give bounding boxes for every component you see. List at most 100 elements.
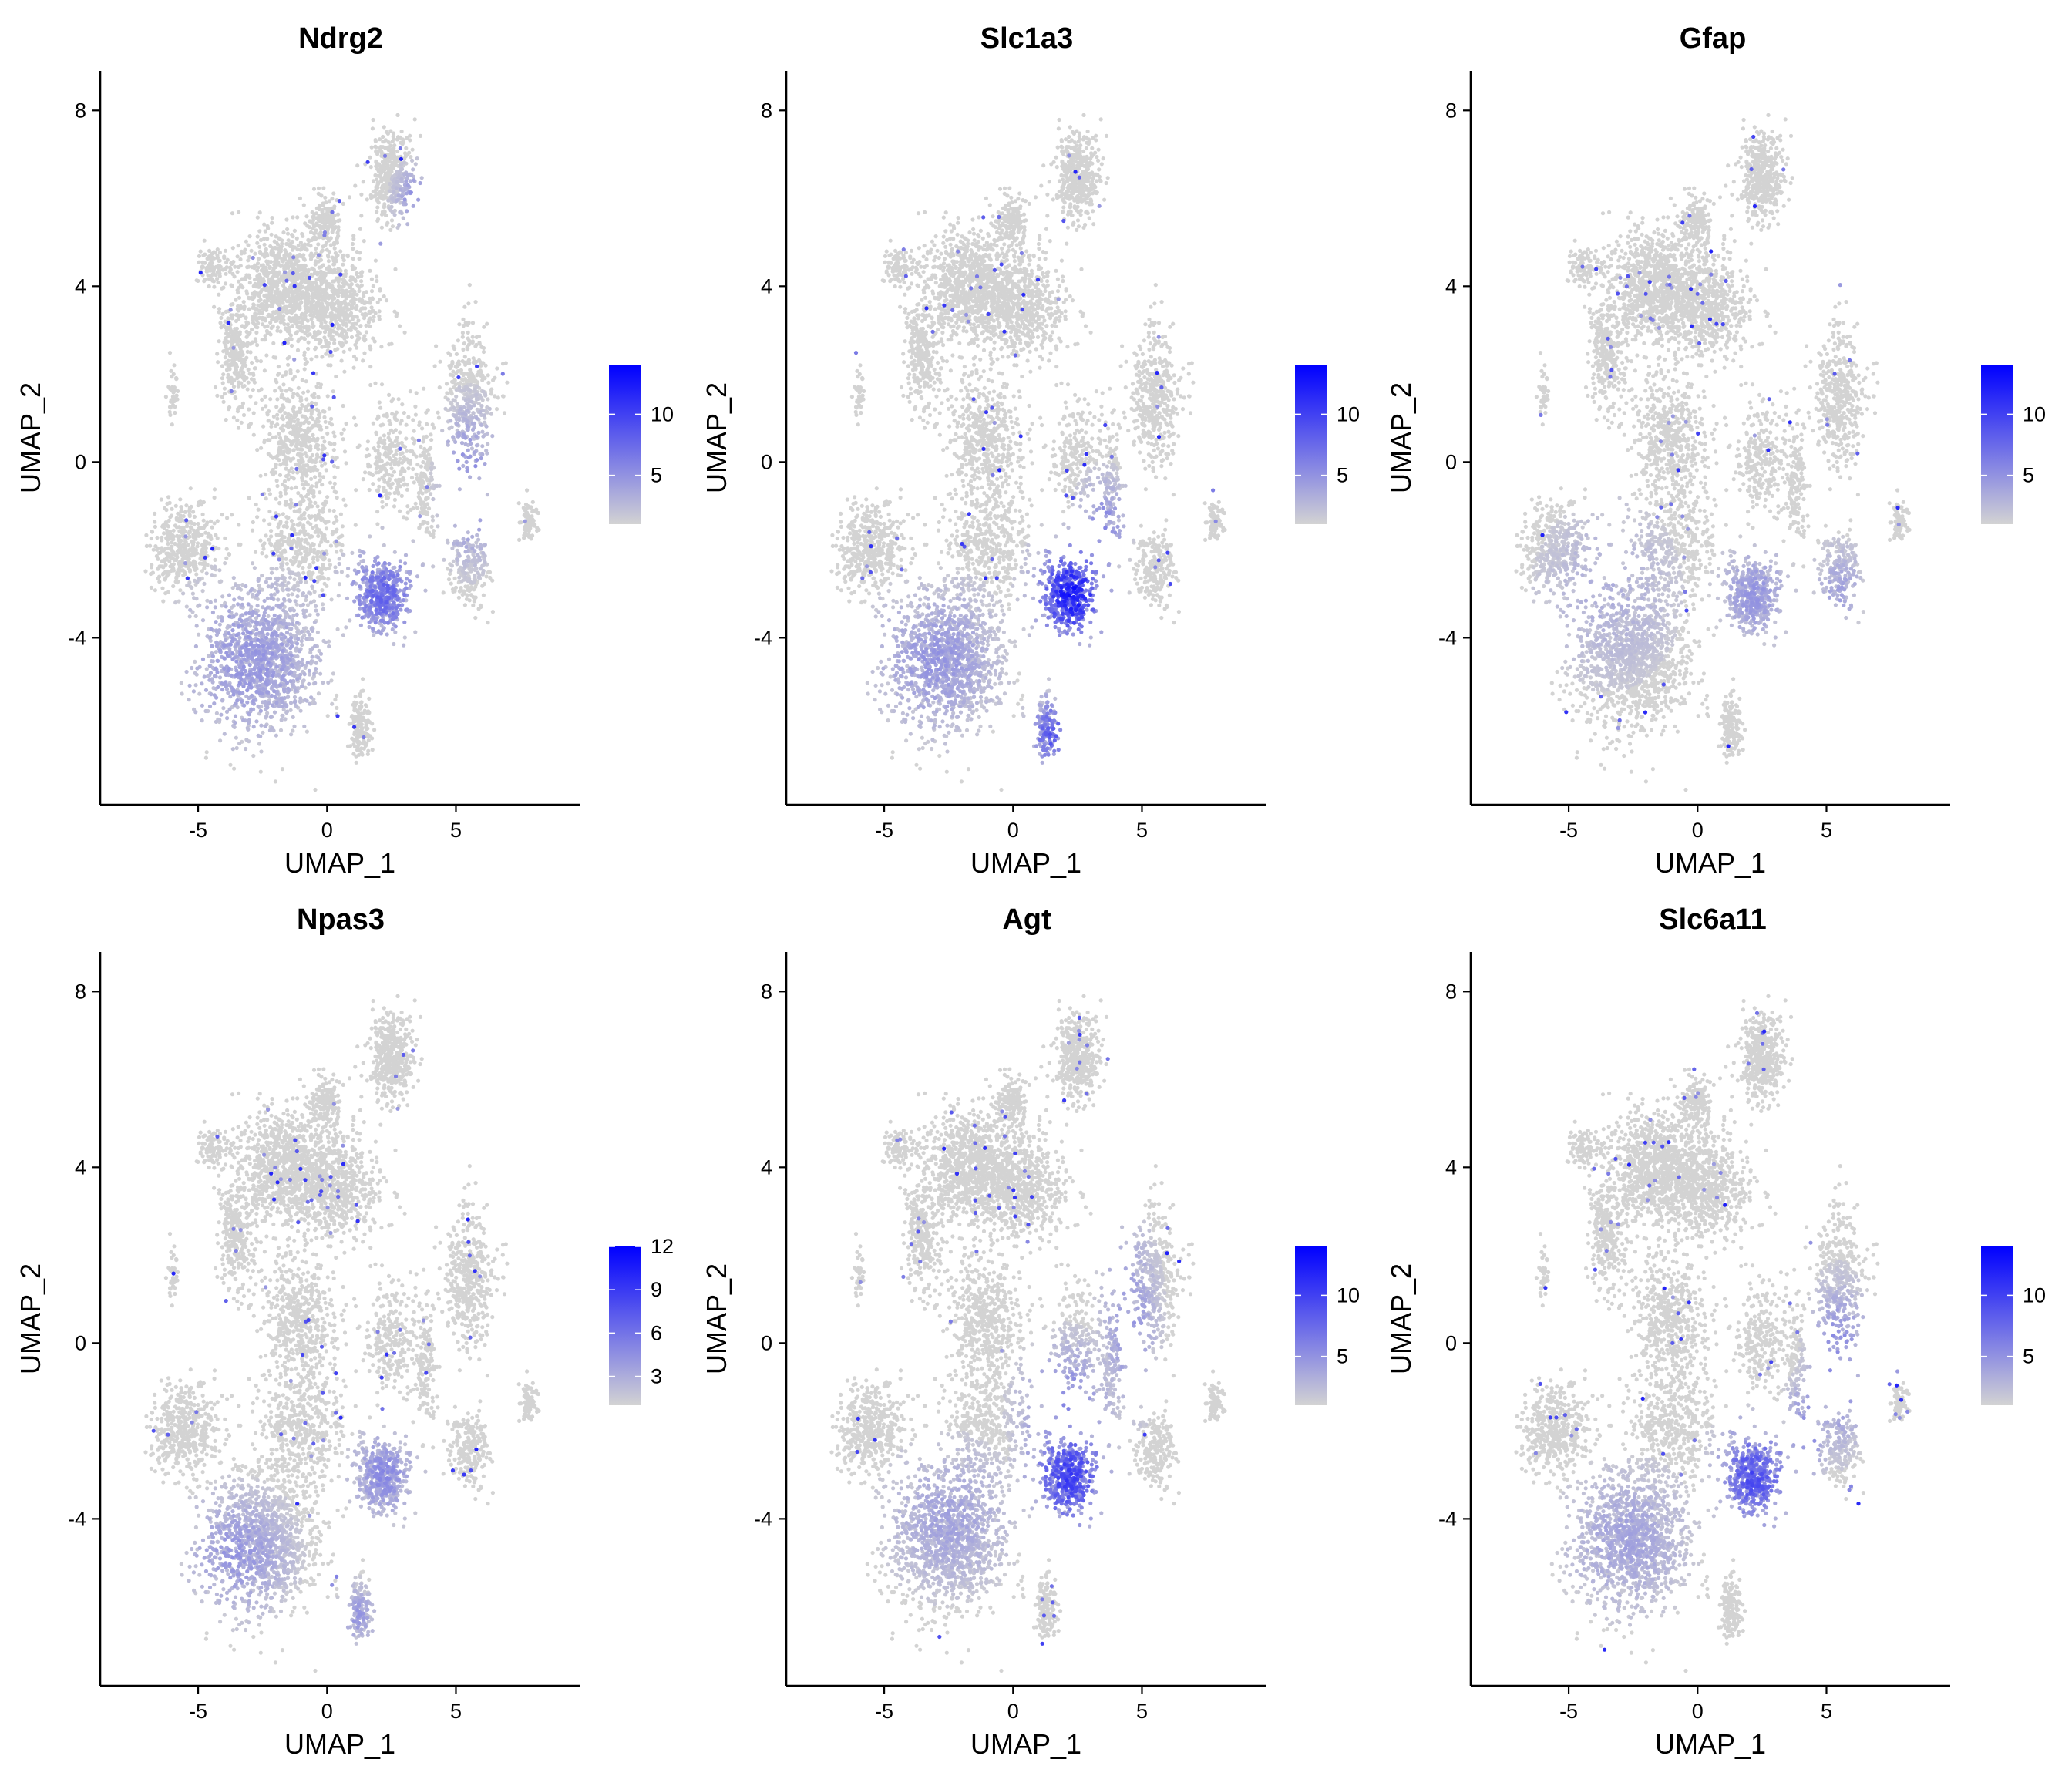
cell-point (256, 266, 260, 270)
cell-point (270, 249, 274, 253)
cell-point (177, 529, 181, 533)
cell-point (372, 315, 375, 319)
cell-point (177, 550, 180, 554)
cell-point (301, 317, 305, 321)
cell-point (389, 342, 393, 346)
cell-point (371, 298, 375, 301)
cell-point (375, 274, 378, 278)
cell-point (318, 266, 321, 270)
cell-point (153, 588, 157, 592)
cell-point (298, 254, 301, 258)
cell-point (351, 247, 355, 251)
cell-point (359, 307, 363, 311)
cell-point (302, 292, 306, 296)
cell-point (337, 280, 341, 284)
cell-point (334, 258, 338, 262)
cell-point (237, 210, 240, 214)
cell-point (368, 325, 372, 328)
cell-point (295, 215, 299, 219)
cell-point (329, 543, 333, 547)
cell-point (277, 522, 281, 526)
cell-point (302, 545, 306, 549)
cell-point (163, 577, 167, 581)
cell-point (264, 318, 267, 322)
cell-point (274, 271, 278, 274)
cell-point (183, 572, 187, 576)
cell-point (291, 240, 294, 244)
cell-point (351, 276, 355, 280)
cell-point (318, 294, 322, 298)
cell-point (358, 257, 362, 261)
cell-point (359, 279, 363, 283)
cell-point (183, 510, 187, 514)
cell-point (327, 567, 331, 570)
cell-point (336, 299, 340, 303)
cell-point (153, 525, 157, 529)
cell-point (194, 572, 198, 576)
cell-point (264, 303, 268, 307)
cell-point (343, 274, 347, 278)
cell-point (310, 571, 314, 575)
cell-point (203, 563, 207, 567)
cell-point (340, 309, 344, 313)
cell-point (279, 301, 283, 305)
cell-point (213, 487, 217, 491)
cell-point (145, 544, 149, 548)
cell-point (314, 278, 318, 281)
cell-point (319, 258, 323, 262)
cell-point (198, 561, 202, 565)
cell-point (278, 329, 282, 333)
cell-point (338, 341, 341, 345)
cell-point (328, 563, 332, 567)
cell-point (332, 296, 336, 300)
cell-point (227, 552, 230, 556)
cell-point (341, 263, 345, 267)
cell-point (258, 210, 262, 214)
cell-point (322, 292, 326, 296)
cell-point (189, 486, 193, 490)
cell-point (190, 562, 193, 566)
cell-point (215, 352, 219, 355)
cell-point (291, 541, 294, 545)
cell-point (299, 240, 303, 244)
cell-point (286, 516, 290, 520)
cell-point (351, 267, 355, 271)
cell-point (358, 331, 362, 335)
cell-point (284, 308, 288, 311)
cell-point (251, 302, 255, 306)
cell-point (305, 293, 309, 297)
cell-point (236, 291, 240, 294)
cell-point (271, 285, 274, 289)
cell-point (332, 509, 336, 513)
cell-point (270, 304, 274, 308)
cell-point (335, 706, 338, 710)
cell-point (232, 767, 236, 771)
cell-point (237, 286, 241, 290)
cell-point (292, 561, 296, 565)
cell-point (303, 258, 307, 262)
cell-point (195, 534, 199, 538)
cell-point (301, 312, 304, 316)
cell-point (341, 328, 345, 332)
cell-point (170, 545, 173, 549)
cell-point (333, 307, 337, 311)
cell-point (191, 533, 195, 536)
cell-point (270, 326, 274, 330)
cell-point (261, 547, 265, 551)
cell-point (233, 265, 237, 269)
cell-point (290, 337, 294, 341)
cell-point (184, 503, 188, 507)
cell-point (298, 293, 301, 297)
cell-point (304, 300, 308, 304)
cell-point (267, 266, 271, 270)
cell-point (300, 232, 304, 236)
cell-point (190, 521, 194, 525)
cell-point (355, 322, 358, 326)
cell-point (179, 514, 183, 518)
cell-point (244, 240, 248, 244)
cell-point (293, 229, 297, 233)
cell-point (155, 554, 159, 558)
cell-point (267, 538, 271, 542)
cell-point (221, 381, 225, 385)
